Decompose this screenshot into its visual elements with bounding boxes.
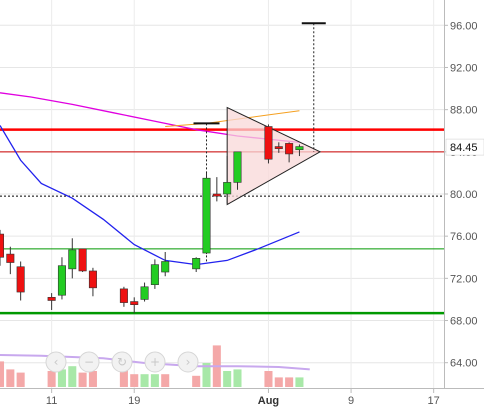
zoom-control-glyph: ↻ [117, 355, 127, 369]
candle-up [57, 265, 66, 296]
volume-bar [161, 374, 170, 387]
x-tick-label: 9 [348, 395, 354, 407]
candle-down [78, 248, 87, 272]
zoom-controls[interactable]: ‹ − ↻ + › [45, 351, 199, 373]
candle-up [295, 146, 304, 151]
volume-bar [140, 374, 149, 387]
zoom-control-circle [45, 351, 67, 373]
zoom-control-glyph: › [186, 355, 191, 369]
volume-bar [78, 372, 87, 387]
candle-up [192, 258, 201, 270]
candle-up [223, 182, 232, 195]
candle-up [140, 286, 149, 300]
y-tick-label: 96.00 [450, 20, 478, 32]
x-tick-label: 11 [46, 395, 57, 407]
y-tick-label: 68.00 [450, 316, 478, 328]
volume-bar [192, 375, 201, 387]
y-tick-label: 64.00 [450, 358, 478, 370]
volume-bar [264, 371, 273, 387]
volume-bar [119, 369, 128, 387]
zoom-control-2[interactable]: − [78, 351, 100, 373]
candle-down [119, 288, 128, 303]
volume-bar [88, 371, 97, 387]
y-tick-label: 72.00 [450, 273, 478, 285]
volume-bar [130, 374, 139, 387]
x-tick-label: Aug [258, 395, 279, 407]
candle-down [0, 233, 5, 258]
volume-bar [0, 361, 5, 387]
volume-bar [68, 366, 77, 387]
candle-up [202, 177, 211, 254]
candle-down [130, 301, 139, 306]
candle-up [150, 264, 159, 285]
volume-bar [223, 371, 232, 387]
volume-bar [274, 377, 283, 387]
pattern-annotations [193, 22, 326, 263]
volume-bar [47, 371, 56, 387]
last-price-label: 84.45 [450, 142, 478, 154]
zoom-control-glyph: + [150, 355, 160, 369]
y-tick-label: 88.00 [450, 105, 478, 117]
candle-up [233, 151, 242, 183]
volume-bar [295, 377, 304, 387]
blue-moving-average [0, 125, 300, 266]
candle-up [68, 249, 77, 270]
volume-bar [202, 363, 211, 387]
zoom-control-circle [111, 351, 133, 373]
candle-down [88, 270, 97, 289]
volume-bar [16, 372, 25, 387]
zoom-control-4[interactable]: + [144, 351, 166, 373]
candle-down [274, 146, 283, 149]
zoom-control-glyph: ‹ [54, 355, 59, 369]
zoom-control-5[interactable]: › [177, 351, 199, 373]
x-tick-label: 19 [128, 395, 140, 407]
volume-bar [57, 369, 66, 387]
candlestick-series [0, 124, 304, 314]
candle-down [6, 253, 15, 263]
volume-bar [233, 369, 242, 387]
zoom-control-circle [144, 351, 166, 373]
y-tick-label: 80.00 [450, 189, 478, 201]
candle-down [47, 297, 56, 301]
candle-down [264, 126, 273, 160]
candle-down [285, 143, 294, 155]
horizontal-levels [0, 128, 444, 315]
candle-down [16, 266, 25, 293]
zoom-control-1[interactable]: ‹ [45, 351, 67, 373]
zoom-control-circle [78, 351, 100, 373]
x-tick-label: 17 [428, 395, 440, 407]
candle-up [161, 261, 170, 273]
volume-bar [150, 374, 159, 387]
y-tick-label: 92.00 [450, 62, 478, 74]
zoom-control-3[interactable]: ↻ [111, 351, 133, 373]
grid-layer [0, 0, 444, 388]
volume-bar [285, 377, 294, 387]
volume-bar [6, 369, 15, 387]
candle-down [212, 193, 221, 197]
last-price-badge [445, 138, 484, 156]
y-tick-label: 76.00 [450, 231, 478, 243]
zoom-control-glyph: − [84, 355, 94, 369]
zoom-control-circle [177, 351, 199, 373]
